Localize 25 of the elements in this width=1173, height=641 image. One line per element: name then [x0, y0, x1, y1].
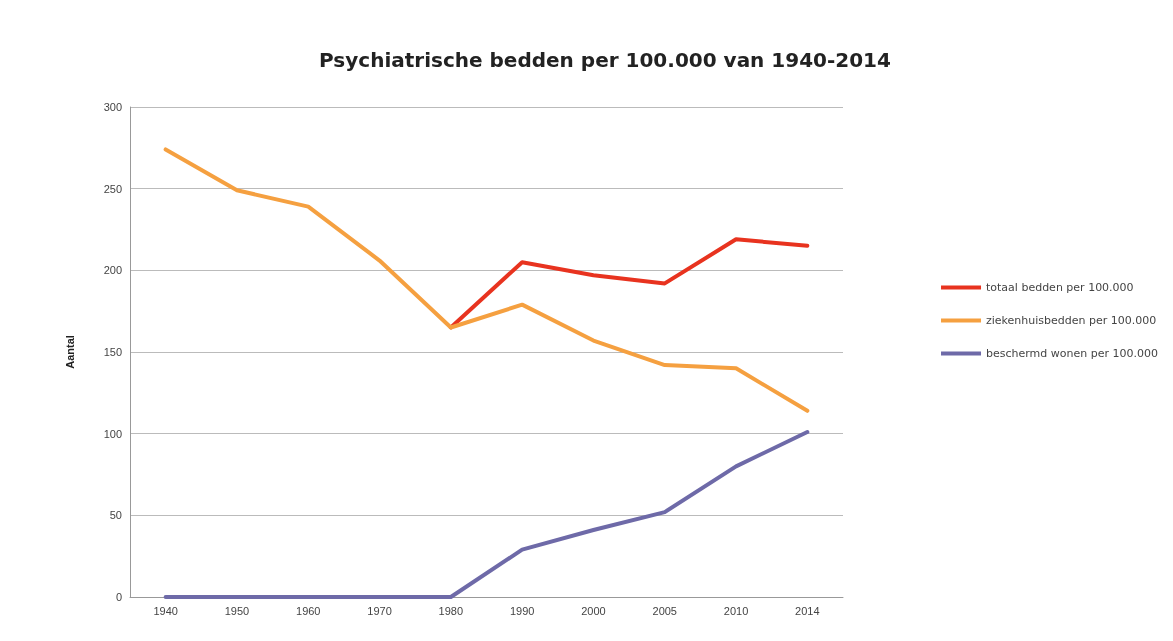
y-tick-label: 150	[103, 346, 122, 358]
y-tick-label: 0	[115, 591, 122, 603]
x-tick-label: 2010	[723, 604, 749, 617]
x-tick-label: 1940	[153, 604, 178, 617]
y-tick-label: 100	[103, 427, 122, 440]
x-tick-label: 1950	[224, 604, 250, 617]
y-tick-label: 300	[103, 101, 122, 113]
y-tick-label: 50	[109, 509, 122, 522]
legend-label: beschermd wonen per 100.000	[986, 347, 1158, 360]
y-tick-label: 250	[103, 182, 122, 195]
x-tick-label: 1980	[438, 604, 464, 617]
x-tick-label: 2005	[652, 604, 677, 617]
y-axis-title: Aantal	[63, 335, 76, 369]
line-series	[448, 237, 810, 330]
x-tick-label: 1970	[367, 604, 392, 617]
x-tick-label: 1960	[296, 604, 321, 617]
x-tick-label: 2014	[795, 604, 820, 617]
x-tick-label: 2000	[581, 604, 606, 617]
legend-label: ziekenhuisbedden per 100.000	[986, 314, 1157, 327]
chart-title: Psychiatrische bedden per 100.000 van 1940-2014	[319, 48, 891, 72]
y-tick-label: 200	[103, 264, 122, 277]
line-series	[163, 430, 810, 599]
legend-label: totaal bedden per 100.000	[986, 281, 1134, 294]
x-tick-label: 1990	[509, 604, 535, 617]
line-series	[163, 147, 810, 413]
